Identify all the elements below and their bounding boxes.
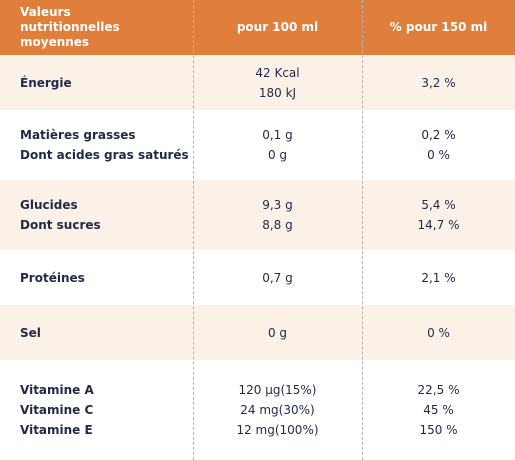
nutrient-label: Dont acides gras saturés [20,148,189,162]
table-cell: 3,2 % [362,55,515,110]
table-cell: Glucides Dont sucres [0,180,193,250]
table-cell: Sel [0,305,193,360]
header-cell: pour 100 ml [193,0,362,55]
nutrient-value: 0,1 g [262,128,293,142]
nutrient-value: 0,2 % [421,128,456,142]
nutrient-value: 0 % [427,325,450,340]
table-cell: 0 g [193,305,362,360]
nutrient-value: 22,5 % [417,383,460,397]
nutrient-value: 0 g [267,325,288,340]
table-cell: 9,3 g 8,8 g [193,180,362,250]
nutrient-label: Sel [20,325,41,340]
table-cell: Matières grasses Dont acides gras saturés [0,110,193,180]
table-row: Sel 0 g 0 % [0,305,515,360]
nutrient-value: 3,2 % [421,75,456,90]
table-cell: 0,2 % 0 % [362,110,515,180]
nutrient-label: Glucides [20,198,78,212]
table-row: Protéines 0,7 g 2,1 % [0,250,515,305]
table-cell: 0,7 g [193,250,362,305]
table-cell: 2,1 % [362,250,515,305]
header-cell: % pour 150 ml [362,0,515,55]
header-cell: Valeurs nutritionnelles moyennes [0,0,193,55]
nutrient-label: Protéines [20,270,85,285]
table-cell: Protéines [0,250,193,305]
table-cell: 22,5 % 45 % 150 % [362,360,515,460]
nutrient-label: Dont sucres [20,218,101,232]
nutrient-value: 24 mg(30%) [240,403,315,417]
nutrient-value: 12 mg(100%) [236,423,319,437]
nutrient-value: 0 g [267,148,288,162]
table-row: Énergie 42 Kcal 180 kJ 3,2 % [0,55,515,110]
nutrient-value: 42 Kcal [255,65,300,80]
nutrient-value: 0 % [427,148,450,162]
table-cell: Vitamine A Vitamine C Vitamine E [0,360,193,460]
table-cell: 42 Kcal 180 kJ [193,55,362,110]
table-row: Glucides Dont sucres 9,3 g 8,8 g 5,4 % 14,7 % [0,180,515,250]
nutrient-label: Vitamine A [20,383,94,397]
nutrient-value: 150 % [419,423,458,437]
nutrient-value: 45 % [423,403,454,417]
nutrient-label: Matières grasses [20,128,136,142]
table-row: Vitamine A Vitamine C Vitamine E 120 µg(15%… [0,360,515,460]
nutrient-value: 8,8 g [262,218,293,232]
header-text: % pour 150 ml [389,20,488,34]
nutrient-label: Vitamine C [20,403,94,417]
table-cell: 0,1 g 0 g [193,110,362,180]
nutrient-label: Vitamine E [20,423,93,437]
nutrient-value: 180 kJ [258,85,297,100]
header-text: Valeurs nutritionnelles moyennes [20,5,120,49]
table-row: Matières grasses Dont acides gras saturés… [0,110,515,180]
table-cell: Énergie [0,55,193,110]
nutrient-value: 5,4 % [421,198,456,212]
table-cell: 0 % [362,305,515,360]
nutrient-value: 14,7 % [417,218,460,232]
nutrient-value: 2,1 % [421,270,456,285]
column-separator [193,0,194,460]
nutrient-label: Énergie [20,75,72,90]
nutrient-value: 0,7 g [262,270,293,285]
header-row: Valeurs nutritionnelles moyennes pour 100… [0,0,515,55]
header-text: pour 100 ml [236,20,319,34]
nutrient-value: 9,3 g [262,198,293,212]
column-separator [362,0,363,460]
table-cell: 120 µg(15%) 24 mg(30%) 12 mg(100%) [193,360,362,460]
nutrient-value: 120 µg(15%) [238,383,317,397]
table-cell: 5,4 % 14,7 % [362,180,515,250]
